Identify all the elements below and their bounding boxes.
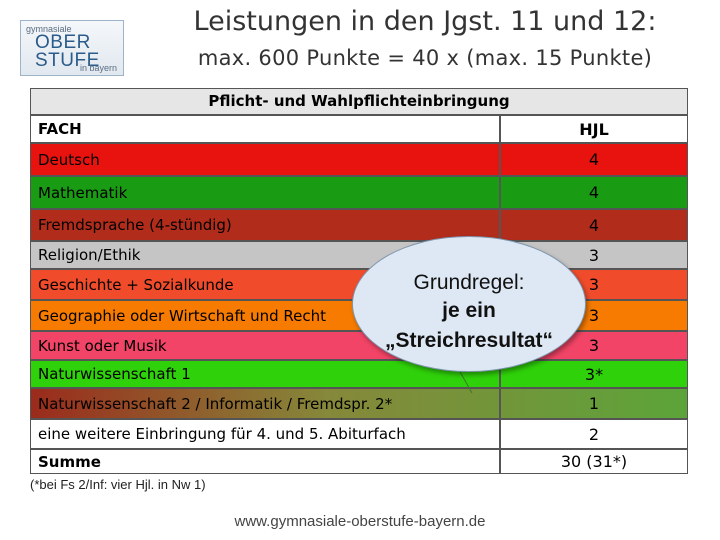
logo-line-2: OBER	[35, 32, 91, 53]
table-row-religion: Religion/Ethik 3	[30, 241, 688, 269]
footnote: (*bei Fs 2/Inf: vier Hjl. in Nw 1)	[30, 477, 206, 492]
header-fach: FACH	[30, 115, 500, 143]
callout-line-1: Grundregel:	[413, 271, 525, 294]
header-hjl: HJL	[500, 115, 688, 143]
table-row-mathematik: Mathematik 4	[30, 176, 688, 209]
oberstufe-logo: gymnasiale OBER STUFE in bayern	[20, 20, 124, 76]
table-caption: Pflicht- und Wahlpflichteinbringung	[30, 88, 688, 115]
row-hjl: 4	[500, 176, 688, 209]
table-row-nw1: Naturwissenschaft 1 3*	[30, 360, 688, 388]
row-hjl: 4	[500, 209, 688, 241]
table-header-row: FACH HJL	[30, 115, 688, 143]
table-row-deutsch: Deutsch 4	[30, 143, 688, 176]
table-row-fremdsprache: Fremdsprache (4-stündig) 4	[30, 209, 688, 241]
row-fach: Deutsch	[30, 143, 500, 176]
einbringung-table: Pflicht- und Wahlpflichteinbringung FACH…	[30, 88, 688, 474]
table-row-nw2: Naturwissenschaft 2 / Informatik / Fremd…	[30, 388, 688, 419]
sum-value: 30 (31*)	[500, 449, 688, 474]
row-hjl: 4	[500, 143, 688, 176]
row-hjl: 3*	[500, 360, 688, 388]
row-fach: eine weitere Einbringung für 4. und 5. A…	[30, 419, 500, 449]
table-row-abiturfach: eine weitere Einbringung für 4. und 5. A…	[30, 419, 688, 449]
row-hjl: 2	[500, 419, 688, 449]
logo-line-3: STUFE	[35, 50, 100, 71]
sum-label: Summe	[30, 449, 500, 474]
slide-title: Leistungen in den Jgst. 11 und 12:	[193, 6, 657, 37]
row-fach: Naturwissenschaft 1	[30, 360, 500, 388]
logo-line-4: in bayern	[79, 63, 117, 73]
row-fach: Fremdsprache (4-stündig)	[30, 209, 500, 241]
table-row-summe: Summe 30 (31*)	[30, 449, 688, 474]
logo-line-1: gymnasiale	[26, 24, 72, 34]
row-fach: Naturwissenschaft 2 / Informatik / Fremd…	[30, 388, 500, 419]
website-url: www.gymnasiale-oberstufe-bayern.de	[234, 513, 486, 530]
table-row-kunst: Kunst oder Musik 3	[30, 331, 688, 360]
callout-line-2: je ein	[442, 299, 496, 322]
row-hjl: 1	[500, 388, 688, 419]
callout-line-3: „Streichresultat“	[384, 329, 554, 352]
row-fach: Mathematik	[30, 176, 500, 209]
grundregel-callout: Grundregel: je ein „Streichresultat“	[352, 236, 586, 372]
slide-subtitle: max. 600 Punkte = 40 x (max. 15 Punkte)	[197, 46, 653, 70]
